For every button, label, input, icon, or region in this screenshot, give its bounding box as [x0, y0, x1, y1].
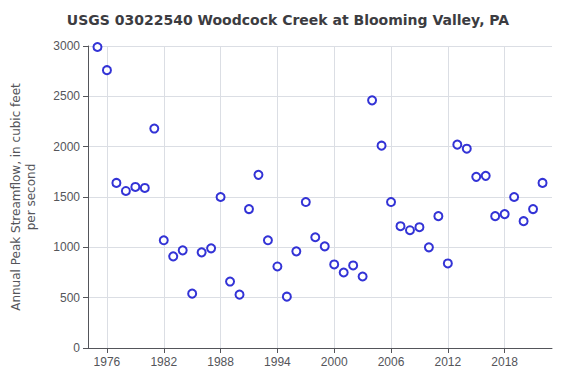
svg-text:2018: 2018 [491, 355, 518, 369]
svg-text:2000: 2000 [321, 355, 348, 369]
svg-text:2500: 2500 [53, 89, 80, 103]
svg-text:1000: 1000 [53, 240, 80, 254]
svg-text:1982: 1982 [150, 355, 177, 369]
svg-text:0: 0 [73, 341, 80, 355]
svg-text:3000: 3000 [53, 39, 80, 53]
svg-text:2006: 2006 [378, 355, 405, 369]
svg-text:1988: 1988 [207, 355, 234, 369]
svg-text:1994: 1994 [264, 355, 291, 369]
svg-text:2012: 2012 [434, 355, 461, 369]
svg-text:Annual Peak Streamflow, in cub: Annual Peak Streamflow, in cubic feet [9, 83, 23, 311]
svg-text:1500: 1500 [53, 190, 80, 204]
svg-text:1976: 1976 [94, 355, 121, 369]
svg-text:per second: per second [24, 164, 38, 231]
svg-text:500: 500 [60, 291, 80, 305]
svg-text:USGS 03022540 Woodcock Creek a: USGS 03022540 Woodcock Creek at Blooming… [67, 12, 509, 28]
svg-text:2000: 2000 [53, 140, 80, 154]
